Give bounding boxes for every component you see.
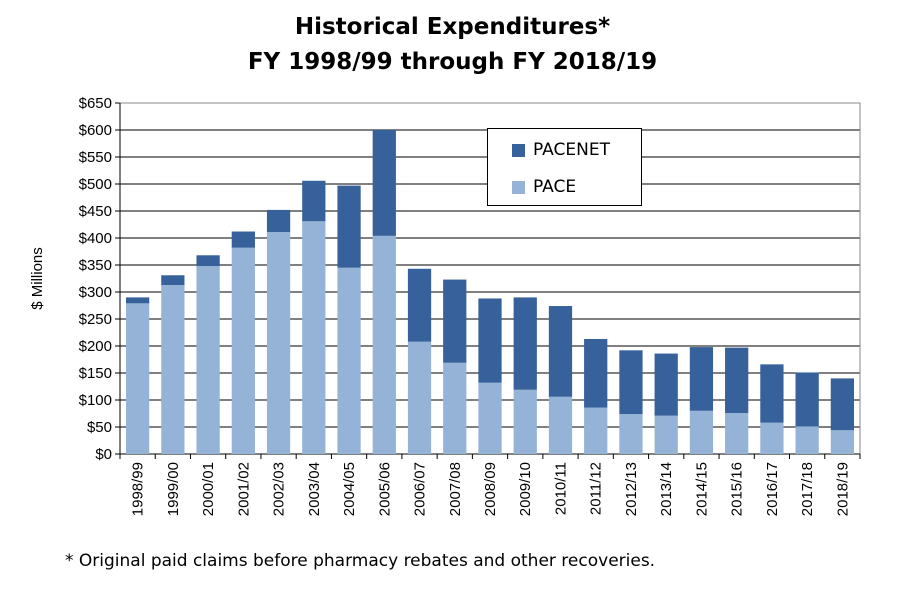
bar-pace xyxy=(619,414,643,454)
bar-pacenet xyxy=(795,372,819,427)
bar-pace xyxy=(161,284,185,454)
y-tick-label: $0 xyxy=(95,446,112,463)
bar-pacenet xyxy=(125,297,150,304)
bar-pacenet xyxy=(584,338,608,408)
x-tick-label: 2006/07 xyxy=(412,462,429,516)
x-tick-label: 2018/19 xyxy=(834,462,851,516)
bar-pacenet xyxy=(161,275,185,285)
x-tick-label: 2004/05 xyxy=(341,462,358,516)
bar-pace xyxy=(372,235,396,454)
y-tick-label: $100 xyxy=(79,392,112,409)
y-tick-label: $600 xyxy=(79,122,112,139)
x-tick-label: 2002/03 xyxy=(271,462,288,516)
bar-pace xyxy=(302,221,326,454)
bar-pace xyxy=(760,422,784,454)
x-tick-label: 2015/16 xyxy=(729,462,746,516)
bar-pacenet xyxy=(689,347,714,411)
x-tick-label: 2017/18 xyxy=(799,462,816,516)
x-tick-label: 2005/06 xyxy=(376,462,393,516)
bar-pace xyxy=(725,412,749,454)
bar-pacenet xyxy=(548,306,573,397)
y-tick-label: $550 xyxy=(79,149,112,166)
bar-pacenet xyxy=(830,378,855,431)
chart-subtitle: FY 1998/99 through FY 2018/19 xyxy=(247,49,658,75)
x-tick-label: 2001/02 xyxy=(235,462,252,516)
x-tick-label: 1999/00 xyxy=(165,462,182,516)
bar-pacenet xyxy=(372,130,396,236)
x-tick-label: 1998/99 xyxy=(130,462,147,516)
legend-label-pace: PACE xyxy=(533,177,577,197)
bar-pace xyxy=(196,266,220,454)
y-tick-label: $50 xyxy=(87,419,112,436)
y-tick-label: $350 xyxy=(79,257,112,274)
bar-pace xyxy=(231,247,255,454)
y-tick-label: $500 xyxy=(79,176,112,193)
bar-pace xyxy=(125,303,150,454)
bar-pacenet xyxy=(619,350,643,415)
bar-pacenet xyxy=(337,185,361,268)
y-axis-label: $ Millions xyxy=(29,247,46,310)
bar-pacenet xyxy=(513,297,537,390)
bar-pace xyxy=(654,415,678,454)
x-tick-label: 2003/04 xyxy=(306,462,323,516)
x-tick-label: 2007/08 xyxy=(447,462,464,516)
bar-pace xyxy=(830,430,855,454)
bar-pace xyxy=(689,410,714,454)
x-tick-label: 2011/12 xyxy=(588,462,605,515)
chart-title: Historical Expenditures* xyxy=(294,14,611,40)
x-tick-label: 2000/01 xyxy=(200,462,217,516)
footnote: * Original paid claims before pharmacy r… xyxy=(65,551,656,571)
x-tick-label: 2010/11 xyxy=(552,462,569,515)
legend-swatch-pacenet xyxy=(512,143,525,157)
bar-pace xyxy=(478,382,502,454)
legend-label-pacenet: PACENET xyxy=(533,140,610,160)
x-tick-label: 2009/10 xyxy=(517,462,534,516)
chart-legend: PACENET PACE xyxy=(487,128,642,206)
x-tick-label: 2012/13 xyxy=(623,462,640,516)
y-tick-label: $150 xyxy=(79,365,112,382)
bar-pacenet xyxy=(478,298,502,383)
legend-swatch-pace xyxy=(512,180,525,194)
bar-pacenet xyxy=(760,364,784,423)
y-tick-label: $400 xyxy=(79,230,112,247)
legend-item-pacenet: PACENET xyxy=(512,139,610,161)
bar-pace xyxy=(584,407,608,454)
x-tick-label: 2016/17 xyxy=(764,462,781,516)
bar-pacenet xyxy=(407,268,432,342)
bar-pace xyxy=(266,232,291,454)
bar-pace xyxy=(337,267,361,454)
bar-pacenet xyxy=(231,231,255,248)
bar-pacenet xyxy=(443,279,467,363)
bar-pacenet xyxy=(266,209,291,233)
bar-pacenet xyxy=(302,180,326,222)
y-tick-label: $200 xyxy=(79,338,112,355)
x-tick-label: 2014/15 xyxy=(693,462,710,516)
x-tick-label: 2008/09 xyxy=(482,462,499,516)
bar-pace xyxy=(513,389,537,454)
y-tick-label: $450 xyxy=(79,203,112,220)
bar-pace xyxy=(795,426,819,454)
bar-pacenet xyxy=(725,347,749,413)
y-tick-label: $650 xyxy=(79,95,112,112)
y-tick-label: $250 xyxy=(79,311,112,328)
bar-pace xyxy=(548,396,573,454)
bar-pace xyxy=(407,341,432,454)
bar-pacenet xyxy=(196,255,220,267)
legend-item-pace: PACE xyxy=(512,176,576,198)
bar-pacenet xyxy=(654,353,678,416)
y-tick-label: $300 xyxy=(79,284,112,301)
x-tick-label: 2013/14 xyxy=(658,462,675,516)
bar-pace xyxy=(443,362,467,454)
